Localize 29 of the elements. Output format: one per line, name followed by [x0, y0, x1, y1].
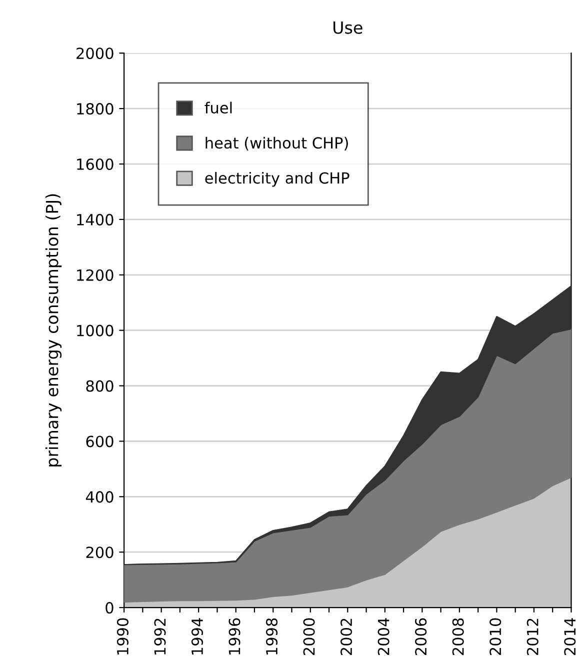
chart-title: Use: [334, 22, 362, 34]
y-tick-label: 1200: [77, 269, 114, 281]
y-tick-label: 0: [106, 602, 114, 614]
legend-label: fuel: [204, 102, 232, 114]
x-tick-label: 1994: [191, 618, 204, 654]
y-tick-label: 800: [86, 380, 114, 392]
legend-label: electricity and CHP: [205, 172, 350, 187]
x-tick-label: 2010: [490, 618, 502, 656]
y-tick-label: 400: [86, 491, 114, 503]
y-axis-title: primary energy consumption (PJ): [45, 194, 62, 466]
y-tick-label: 600: [86, 436, 114, 448]
y-tick-label: 200: [86, 546, 114, 558]
y-tick-label: 1000: [77, 324, 114, 336]
x-tick-label: 1996: [228, 618, 240, 654]
x-tick-label: 2008: [452, 618, 464, 656]
x-tick-label: 1992: [154, 618, 166, 654]
x-tick-label: 2014: [564, 618, 576, 656]
y-tick-label: 1400: [77, 214, 114, 226]
x-tick-label: 2006: [415, 618, 427, 656]
x-tick-label: 1990: [116, 618, 128, 654]
x-tick-label: 2012: [526, 618, 538, 656]
x-tick-label: 2004: [378, 618, 390, 656]
legend-label: heat (without CHP): [206, 136, 348, 150]
x-tick-label: 2000: [303, 618, 315, 656]
x-tick-label: 2002: [340, 618, 352, 656]
x-tick-label: 1998: [266, 618, 278, 654]
y-tick-label: 2000: [76, 48, 114, 60]
y-tick-label: 1600: [77, 158, 114, 170]
y-tick-label: 1800: [77, 103, 114, 115]
